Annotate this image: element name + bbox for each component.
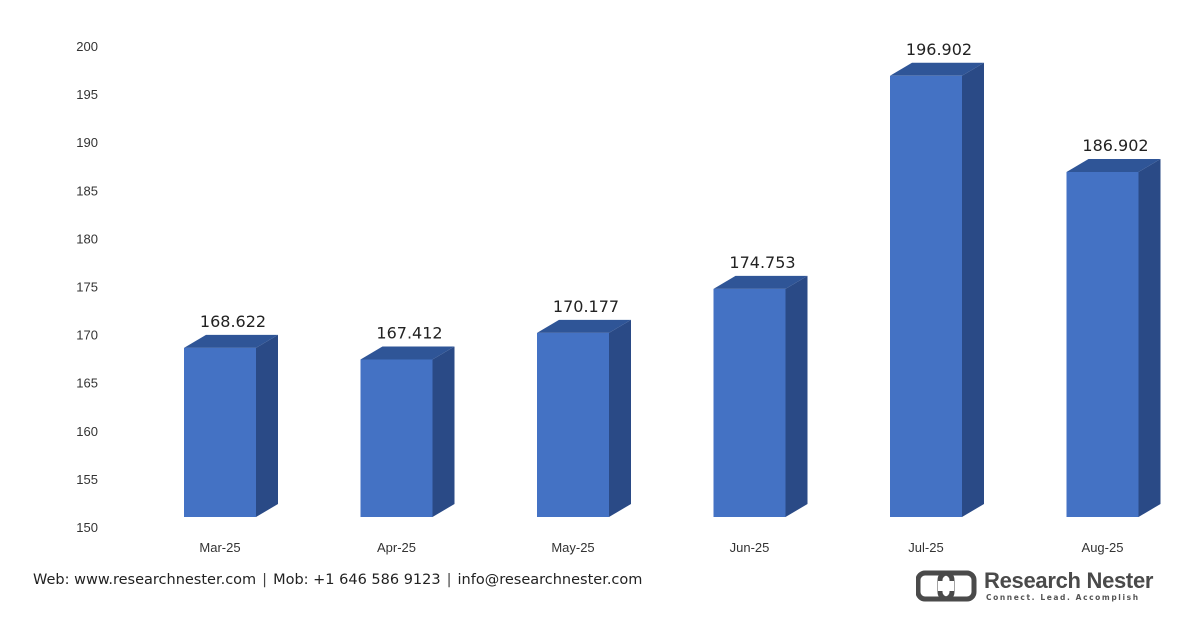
bars [184,62,1161,518]
research-nester-logo-icon [916,570,977,602]
x-tick-label: Mar-25 [199,540,240,555]
bar [713,275,808,517]
x-tick-label: Jun-25 [730,540,770,555]
x-axis: Mar-25 Apr-25 May-25 Jun-25 Jul-25 Aug-25 [199,540,1123,555]
bar-front [713,288,786,517]
footer-separator: | [262,572,268,588]
data-label: 170.177 [553,297,619,316]
phone-text: Mob: +1 646 586 9123 [273,572,441,588]
data-label: 168.622 [200,312,266,331]
website-text: Web: www.researchnester.com [33,572,257,588]
bar-side [432,346,455,517]
bar-side [1138,159,1161,518]
bar-front [360,359,433,517]
x-tick-label: Aug-25 [1082,540,1124,555]
y-tick-label: 190 [76,135,98,150]
value-labels: 168.622 167.412 170.177 174.753 196.902 186.9… [200,40,1149,343]
bar-side [609,319,631,517]
y-tick-label: 200 [76,39,98,54]
bar-front [537,332,609,517]
bar-side [785,275,808,517]
y-tick-label: 175 [76,280,98,295]
email-text: info@researchnester.com [457,572,643,588]
footer-separator: | [446,572,452,588]
bar [537,319,631,517]
bar-front [890,75,962,517]
data-label: 186.902 [1082,136,1148,155]
bar-top [360,346,455,360]
y-tick-label: 155 [76,472,98,487]
bar-top [184,334,278,348]
y-axis: 150 155 160 165 170 175 180 185 190 195 200 [76,39,98,535]
data-label: 174.753 [729,253,795,272]
y-tick-label: 165 [76,376,98,391]
bar-top [713,275,808,289]
bar [890,62,984,517]
bar-top [537,319,631,333]
y-tick-label: 150 [76,520,98,535]
brand-logo: Research Nester Connect. Lead. Accomplis… [916,568,1166,608]
contact-footer: Web: www.researchnester.com | Mob: +1 646 … [33,572,642,588]
bar-top [890,62,984,76]
bar-front [1066,172,1139,518]
y-tick-label: 185 [76,183,98,198]
bar [184,334,278,517]
data-label: 196.902 [906,40,972,59]
x-tick-label: May-25 [551,540,594,555]
brand-name: Research Nester [984,568,1154,593]
y-tick-label: 195 [76,87,98,102]
data-label: 167.412 [376,323,442,342]
bar-side [256,334,278,517]
x-tick-label: Jul-25 [908,540,943,555]
y-tick-label: 170 [76,328,98,343]
bar-top [1066,159,1161,173]
bar-side [962,62,984,517]
bar [360,346,455,517]
bar [1066,159,1161,518]
brand-tagline: Connect. Lead. Accomplish [986,593,1140,602]
x-tick-label: Apr-25 [377,540,416,555]
y-tick-label: 180 [76,231,98,246]
bar-front [184,347,256,517]
y-tick-label: 160 [76,424,98,439]
